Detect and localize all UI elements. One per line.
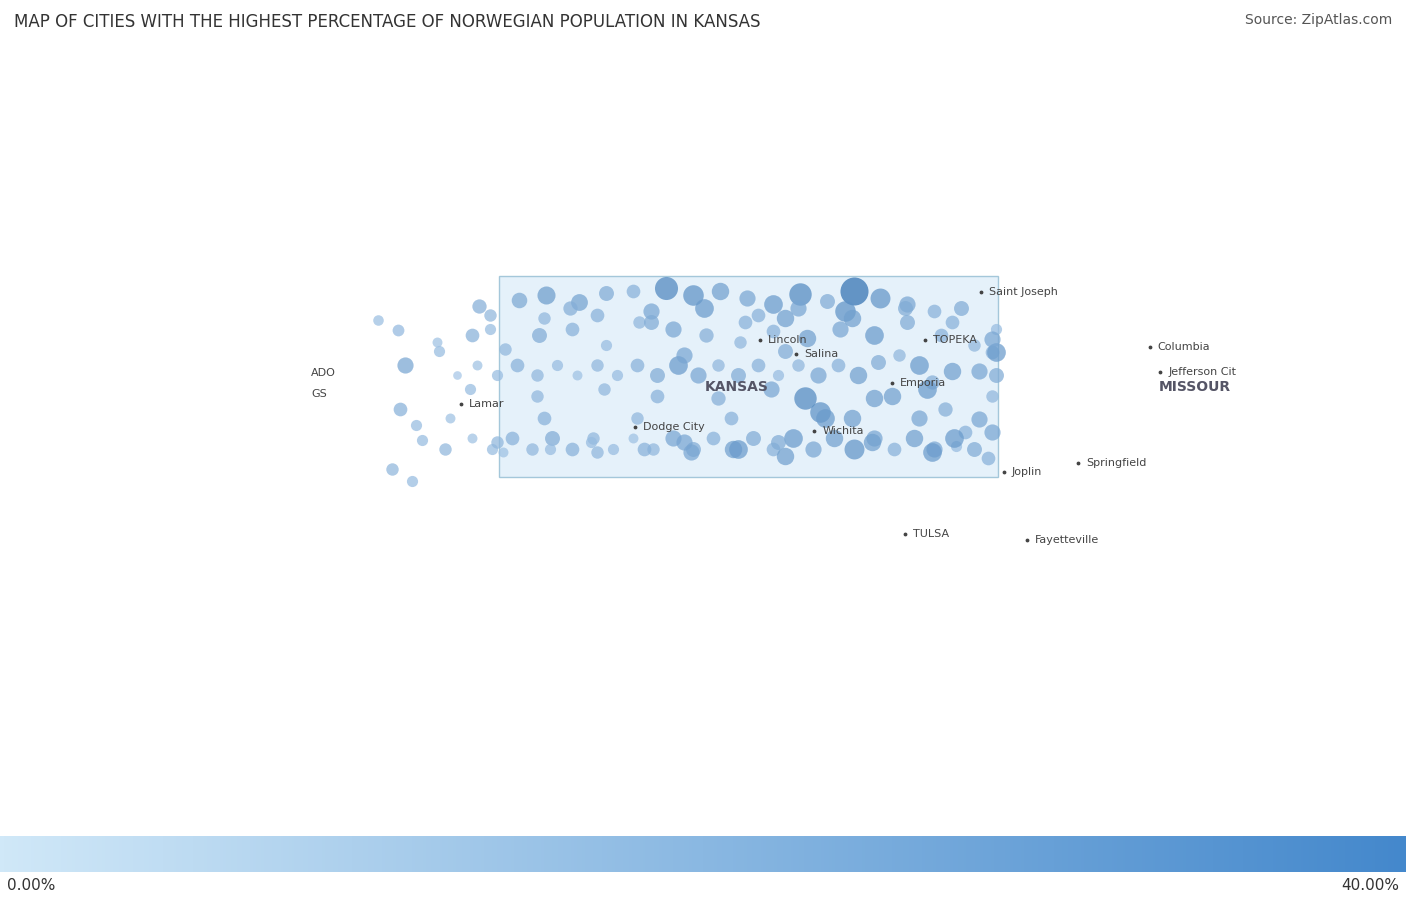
Text: Wichita: Wichita: [823, 426, 863, 436]
Text: TOPEKA: TOPEKA: [934, 335, 977, 345]
Text: MISSOUR: MISSOUR: [1159, 379, 1230, 394]
Text: MAP OF CITIES WITH THE HIGHEST PERCENTAGE OF NORWEGIAN POPULATION IN KANSAS: MAP OF CITIES WITH THE HIGHEST PERCENTAG…: [14, 13, 761, 31]
Text: GS: GS: [311, 388, 328, 398]
Text: Dodge City: Dodge City: [643, 422, 704, 432]
Bar: [499, 276, 998, 477]
Text: Columbia: Columbia: [1157, 342, 1211, 352]
Text: Springfield: Springfield: [1085, 458, 1146, 468]
Text: TULSA: TULSA: [912, 530, 949, 539]
Text: Joplin: Joplin: [1012, 467, 1042, 476]
Text: 0.00%: 0.00%: [7, 878, 55, 893]
Text: KANSAS: KANSAS: [704, 379, 769, 394]
Text: Salina: Salina: [804, 349, 838, 359]
Text: Saint Joseph: Saint Joseph: [988, 287, 1057, 297]
Text: Lincoln: Lincoln: [768, 335, 807, 345]
Text: Lamar: Lamar: [468, 399, 505, 409]
Text: Emporia: Emporia: [900, 378, 946, 388]
Text: 40.00%: 40.00%: [1341, 878, 1399, 893]
Text: Jefferson Cit: Jefferson Cit: [1168, 367, 1236, 377]
Text: ADO: ADO: [311, 369, 336, 378]
Text: Fayetteville: Fayetteville: [1035, 535, 1099, 545]
Text: Source: ZipAtlas.com: Source: ZipAtlas.com: [1244, 13, 1392, 28]
